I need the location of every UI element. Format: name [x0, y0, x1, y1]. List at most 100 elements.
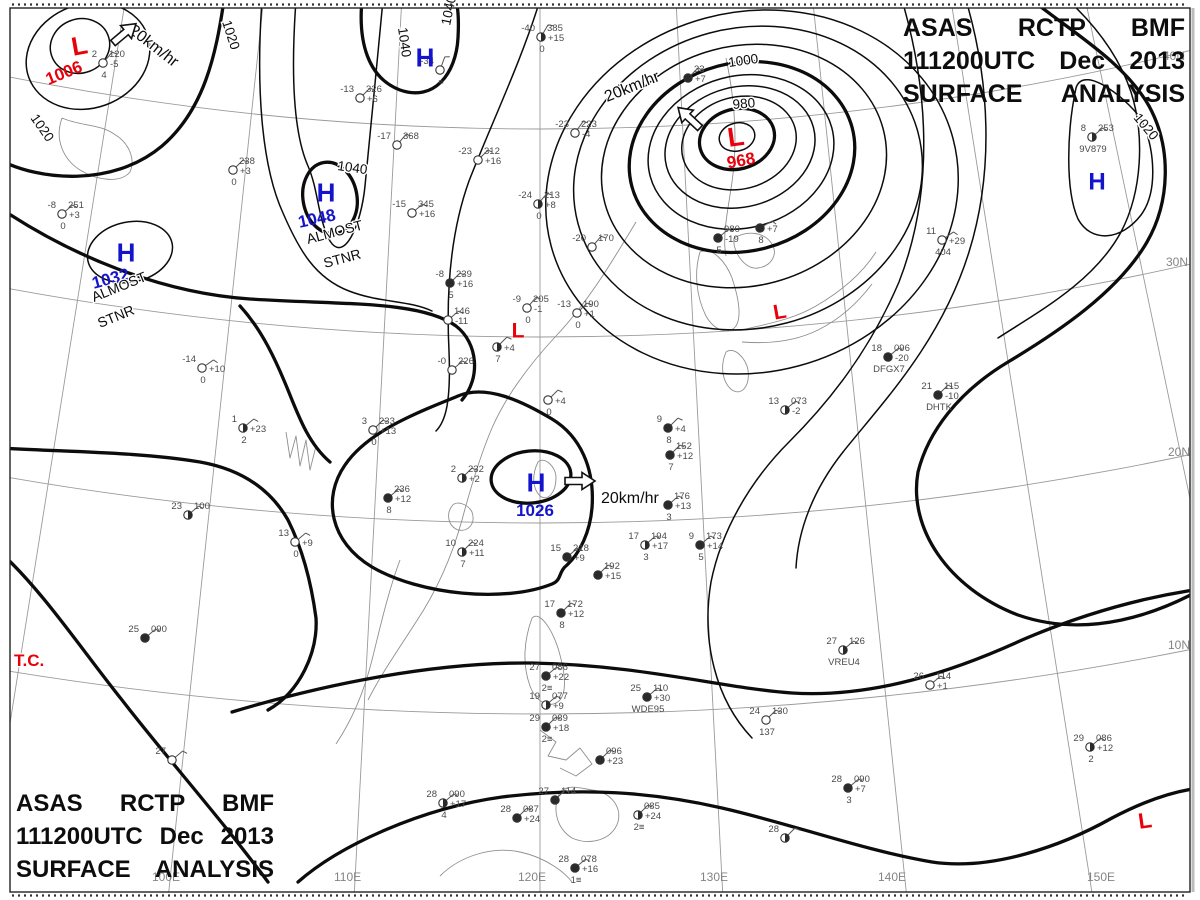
- station-change: +16: [582, 864, 598, 875]
- station-temp: 8: [1081, 123, 1086, 134]
- coastline: [741, 251, 877, 331]
- station-temp: 13: [278, 528, 289, 539]
- station-pressure: 253: [1098, 123, 1114, 134]
- station-change: +29: [949, 236, 965, 247]
- map-frame: [9, 3, 1195, 897]
- station-circle: [57, 209, 67, 219]
- station-pressure: 239: [456, 269, 472, 280]
- meridian-line: [1086, 8, 1190, 501]
- station-temp: -8: [436, 269, 444, 280]
- station-circle-half: [843, 645, 848, 655]
- station-plot: -8 239+16 5: [436, 269, 474, 301]
- station-change: +24: [524, 814, 540, 825]
- station-circle: [665, 450, 675, 460]
- wind-barb-tick: [506, 336, 512, 340]
- station-pressure: 192: [604, 561, 620, 572]
- station-change: -4: [582, 129, 590, 140]
- wind-barb-tick: [953, 231, 958, 236]
- isobar-ring: [49, 17, 111, 75]
- station-circle-half: [538, 199, 543, 209]
- station-change: +12: [568, 609, 584, 620]
- wind-barb-tick: [853, 640, 859, 644]
- wind-barb-tick: [462, 360, 468, 364]
- wind-barb-tick: [72, 204, 78, 208]
- station-circle: [883, 352, 893, 362]
- low-center-symbol: L: [725, 121, 746, 153]
- station-temp: 25: [630, 683, 641, 694]
- station-temp: 9: [657, 414, 662, 425]
- station-circle: [473, 155, 483, 165]
- station-circle: [443, 315, 453, 325]
- wind-barb-tick: [609, 749, 615, 753]
- station-pressure: 085: [644, 801, 660, 812]
- station-plot: +7 8: [755, 220, 778, 246]
- station-pressure: 233: [379, 416, 395, 427]
- wind-barb-tick: [794, 827, 800, 831]
- station-change: +7: [767, 224, 778, 235]
- grid-coordinate-label: 20N: [1168, 445, 1190, 459]
- station-plot: 28 078+161≡: [558, 854, 598, 886]
- station-change: +16: [419, 209, 435, 220]
- isobar: [914, 8, 1190, 627]
- isobar-ring: [545, 9, 959, 375]
- station-pressure: 33: [694, 64, 705, 75]
- wind-barb-tick: [771, 220, 777, 225]
- isobar-ring: [600, 43, 888, 289]
- station-temp: -13: [557, 299, 571, 310]
- grid-coordinate-label: 30N: [1166, 255, 1188, 269]
- station-temp: 27: [538, 786, 549, 797]
- station-temp: -24: [518, 190, 532, 201]
- station-change: +7: [855, 784, 866, 795]
- station-plot: -24 213+8 0: [518, 190, 560, 222]
- station-plot: 24 130 137: [749, 706, 787, 738]
- station-circle: [925, 680, 935, 690]
- station-circle: [355, 93, 365, 103]
- station-misc: 3: [643, 552, 648, 563]
- station-circle-half: [785, 405, 790, 415]
- movement-arrow-icon: [676, 106, 704, 132]
- station-circle: [572, 308, 582, 318]
- station-pressure: 090: [854, 774, 870, 785]
- station-plot: 27 126 VREU4: [826, 636, 864, 668]
- station-temp: -9: [513, 294, 521, 305]
- station-misc: 4: [101, 70, 106, 81]
- station-temp: -8: [48, 200, 56, 211]
- isobar-ring: [697, 106, 777, 172]
- meridian-line: [951, 8, 1093, 892]
- station-pressure: 223: [581, 119, 597, 130]
- station-circle: [197, 363, 207, 373]
- station-pressure: 218: [573, 543, 589, 554]
- station-change: +23: [250, 424, 266, 435]
- station-temp: 27: [529, 662, 540, 673]
- station-circle: [683, 73, 693, 83]
- movement-arrow-icon: [109, 22, 138, 47]
- grid-coordinate-label: 100E: [152, 870, 180, 884]
- station-pressure: 114: [561, 786, 576, 797]
- station-circle: [368, 425, 378, 435]
- station-circle: [642, 692, 652, 702]
- station-plot: 28 090+7 3: [831, 774, 869, 806]
- station-temp: -13: [340, 84, 354, 95]
- station-plot: 13 +9 0: [278, 528, 312, 560]
- station-plot: 236+12 8: [383, 484, 411, 516]
- station-pressure: 385: [547, 23, 563, 34]
- station-circle: [435, 65, 445, 75]
- station-pressure: 130: [772, 706, 788, 717]
- station-temp: 28: [500, 804, 511, 815]
- low-center-symbol: L: [69, 29, 90, 61]
- station-circle: [550, 795, 560, 805]
- wind-barb-tick: [111, 51, 117, 55]
- grid-label-layer: 40N 30N 20N 10N 100E 110E 120E 130E 140E 150E: [152, 49, 1190, 884]
- station-change: +16: [485, 156, 501, 167]
- wind-barb-tick: [898, 347, 904, 351]
- station-circle-half: [785, 833, 790, 843]
- station-circle: [392, 140, 402, 150]
- wind-barb-tick: [795, 400, 801, 404]
- isobar-value-label: 1040: [337, 158, 369, 177]
- wind-barb-tick: [213, 359, 218, 364]
- title-block-bottom-left: ASAS RCTP BMF 111200UTC Dec 2013 SURFACE…: [16, 787, 274, 886]
- wind-barb-tick: [655, 535, 661, 539]
- isobar-value-label: 1020: [28, 111, 58, 144]
- station-pressure: 089: [552, 713, 568, 724]
- station-change: -11: [455, 316, 468, 327]
